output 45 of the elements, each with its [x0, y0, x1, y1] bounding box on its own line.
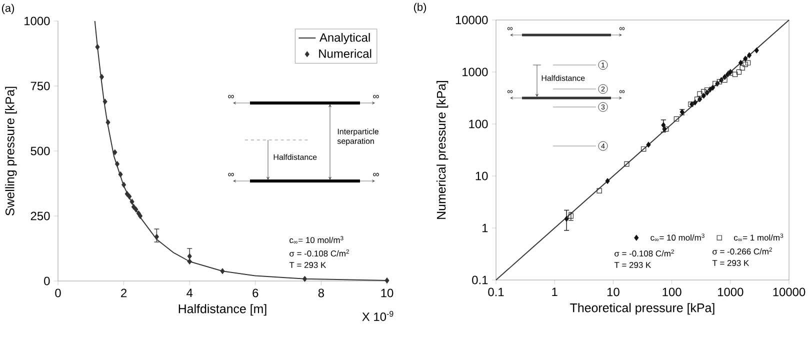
y-tick-label: 500 — [30, 146, 50, 156]
x-tick-label: 0 — [55, 288, 61, 298]
annotation: σ = -0.108 C/m$^{2}$ — [290, 249, 349, 257]
legend-label: Analytical — [319, 32, 370, 44]
text: (a) — [2, 4, 14, 14]
annotation: ∞ — [228, 94, 234, 98]
x-tick-label: 6 — [252, 288, 258, 298]
y-tick-label: 0.1 — [472, 276, 488, 284]
text: X 10$^{-9}$ — [362, 310, 394, 321]
x-tick-label: 10 — [381, 288, 394, 298]
annotation: ∞ — [373, 94, 379, 98]
x-tick-label: 10 — [607, 288, 620, 296]
x-tick-label: 10000 — [773, 288, 806, 296]
y-tick-label: 10 — [476, 172, 488, 180]
legend-label: c$_{∞}$= 10 mol/m$^{3}$ — [650, 234, 704, 241]
x-tick-label: 2 — [121, 288, 127, 298]
annotation: T = 293 K — [289, 262, 326, 268]
x-tick-label: 1 — [552, 288, 558, 296]
x-axis-title: Halfdistance [m] — [178, 304, 266, 316]
y-tick-label: 100 — [469, 120, 488, 128]
x-axis-title: Theoretical pressure [kPa] — [570, 303, 714, 315]
x-tick-label: 8 — [318, 288, 324, 298]
legend-label: Numerical — [319, 49, 372, 58]
text: (b) — [414, 2, 426, 14]
legend-label: c$_{∞}$= 1 mol/m$^{3}$ — [734, 234, 784, 241]
annotation: ∞ — [228, 172, 234, 176]
y-tick-label: 0 — [44, 276, 50, 286]
y-axis-title: Numerical pressure [kPa] — [436, 81, 448, 219]
y-tick-label: 1000 — [462, 68, 488, 76]
annotation: σ = -0.266 C/m$^{2}$ — [712, 247, 772, 255]
annotation: T = 293 K — [712, 260, 750, 266]
annotation: T = 293 K — [614, 262, 652, 268]
annotation: σ = -0.108 C/m$^{2}$ — [614, 249, 674, 257]
annotation: c$_{∞}$= 10 mol/m$^{3}$ — [290, 236, 344, 244]
y-tick-label: 1 — [482, 224, 488, 232]
x-tick-label: 100 — [662, 288, 682, 296]
x-tick-label: 0.1 — [488, 288, 504, 296]
y-tick-label: 10000 — [456, 16, 488, 24]
x-tick-label: 4 — [186, 288, 193, 297]
y-axis-title: Swelling pressure [kPa] — [5, 86, 17, 216]
x-tick-label: 1000 — [718, 288, 744, 296]
annotation: ∞ — [373, 172, 379, 176]
y-tick-label: 250 — [30, 212, 50, 220]
y-tick-label: 1000 — [24, 16, 50, 26]
y-tick-label: 750 — [30, 82, 50, 90]
